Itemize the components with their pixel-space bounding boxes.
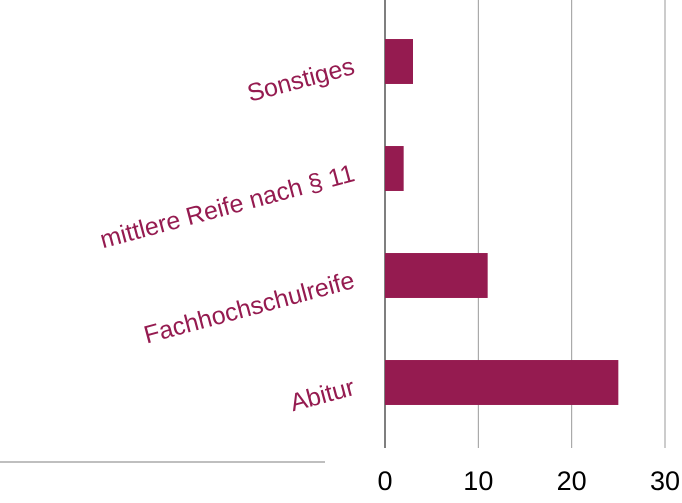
bar — [385, 360, 619, 405]
x-tick-label: 20 — [557, 466, 587, 496]
y-tick-label: Fachhochschulreife — [141, 266, 358, 349]
x-tick-label: 10 — [463, 466, 493, 496]
bar — [385, 39, 413, 84]
y-tick-label: Sonstiges — [244, 52, 357, 107]
bar — [385, 253, 488, 298]
x-tick-label: 0 — [377, 466, 392, 496]
bar — [385, 146, 404, 191]
y-tick-label: mittlere Reife nach § 11 — [97, 159, 357, 254]
y-tick-label: Abitur — [287, 373, 357, 417]
x-tick-label: 30 — [650, 466, 680, 496]
